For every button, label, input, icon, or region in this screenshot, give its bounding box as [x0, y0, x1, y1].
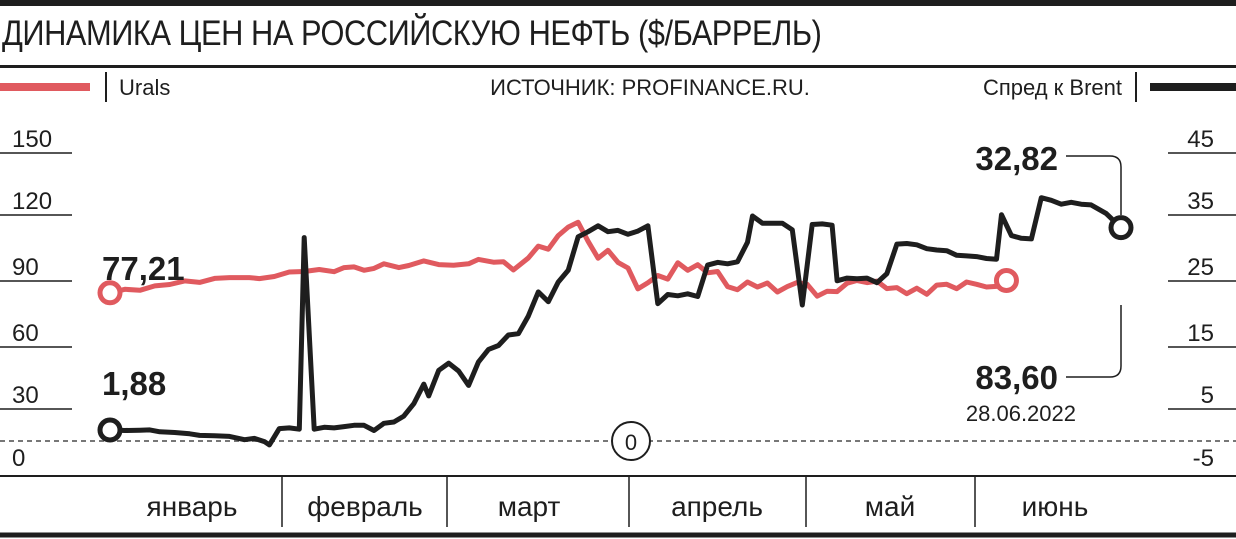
right-axis-tick-label: 35 — [1187, 188, 1214, 215]
month-label: май — [865, 491, 915, 522]
source-label: ИСТОЧНИК: PROFINANCE.RU. — [490, 75, 810, 100]
left-axis: 150 120 90 60 30 0 — [0, 126, 72, 472]
spread-callout-leader — [1066, 155, 1122, 215]
right-axis-tick-label: 15 — [1187, 320, 1214, 347]
chart-title: ДИНАМИКА ЦЕН НА РОССИЙСКУЮ НЕФТЬ ($/БАРР… — [2, 14, 822, 53]
legend-spread-label: Спред к Brent — [983, 75, 1122, 100]
spread-start-value: 1,88 — [102, 365, 166, 402]
left-axis-tick-label: 60 — [12, 320, 39, 347]
left-axis-tick-label: 150 — [12, 126, 52, 153]
right-axis-tick-label: -5 — [1193, 445, 1214, 472]
right-axis: 45 35 25 15 5 -5 — [1168, 126, 1236, 472]
month-label: январь — [147, 491, 238, 522]
month-labels: январь февраль март апрель май июнь — [147, 477, 1089, 527]
left-axis-tick-label: 0 — [12, 445, 25, 472]
left-axis-tick-label: 90 — [12, 254, 39, 281]
urals-end-value: 83,60 — [975, 359, 1058, 396]
title-rule — [0, 65, 1236, 68]
month-label: апрель — [671, 491, 763, 522]
month-label: февраль — [307, 491, 423, 522]
right-axis-tick-label: 45 — [1187, 126, 1214, 153]
urals-callout-leader — [1066, 305, 1122, 378]
spread-start-marker — [97, 417, 123, 443]
end-date-label: 28.06.2022 — [966, 401, 1076, 426]
left-axis-tick-label: 30 — [12, 382, 39, 409]
top-rule — [0, 0, 1236, 6]
legend-urals-label: Urals — [119, 75, 170, 100]
month-label: март — [498, 491, 561, 522]
urals-start-marker — [97, 280, 123, 306]
zero-marker-label: 0 — [625, 430, 637, 455]
urals-end-marker — [993, 267, 1019, 293]
spread-end-marker — [1108, 215, 1134, 241]
right-axis-tick-label: 25 — [1187, 254, 1214, 281]
series-endpoints — [97, 215, 1134, 443]
right-axis-tick-label: 5 — [1201, 382, 1214, 409]
zero-marker — [611, 421, 651, 461]
left-axis-tick-label: 120 — [12, 188, 52, 215]
spread-series-line — [109, 195, 1123, 448]
spread-end-value: 32,82 — [975, 140, 1058, 177]
urals-start-value: 77,21 — [102, 250, 185, 287]
month-label: июнь — [1022, 491, 1089, 522]
